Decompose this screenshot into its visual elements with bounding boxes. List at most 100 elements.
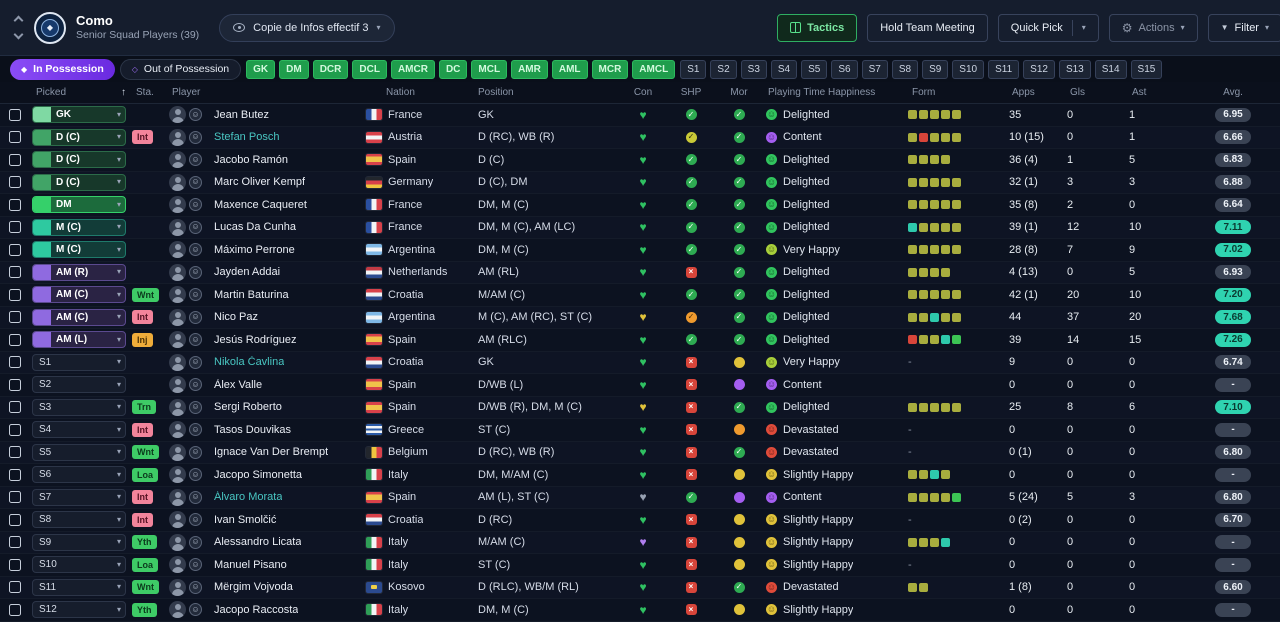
table-row[interactable]: S9 ▾ Yth ☺ Alessandro Licata Italy M/AM (C) ♥ × ☺… <box>0 531 1280 554</box>
column-header-player[interactable]: Player <box>172 87 201 98</box>
position-filter-dcl[interactable]: DCL <box>352 59 387 79</box>
player-name[interactable]: Àlex Valle <box>214 378 263 391</box>
player-name[interactable]: Jacopo Raccosta <box>214 603 299 616</box>
column-header-picked[interactable]: Picked ↑ <box>30 87 130 98</box>
picked-position-dropdown[interactable]: AM (R) ▾ <box>32 263 126 281</box>
table-row[interactable]: M (C) ▾ ☺ Lucas Da Cunha France DM, M (C), AM… <box>0 216 1280 239</box>
chevron-down-icon[interactable]: ▾ <box>1081 22 1086 32</box>
picked-position-dropdown[interactable]: S7 ▾ <box>32 488 126 506</box>
sort-ascending-icon[interactable]: ↑ <box>121 87 126 98</box>
picked-position-dropdown[interactable]: M (C) ▾ <box>32 241 126 259</box>
row-checkbox[interactable] <box>9 603 21 616</box>
slot-filter-s9[interactable]: S9 <box>922 59 949 79</box>
table-row[interactable]: S4 ▾ Int ☺ Tasos Douvikas Greece ST (C) ♥ × ☺ Deva… <box>0 419 1280 442</box>
table-row[interactable]: S12 ▾ Yth ☺ Jacopo Raccosta Italy DM, M (C) ♥ × ☺… <box>0 599 1280 622</box>
player-name[interactable]: Nikola Čavlina <box>214 356 285 369</box>
row-checkbox[interactable] <box>9 266 21 279</box>
row-checkbox[interactable] <box>9 491 21 504</box>
picked-position-dropdown[interactable]: S10 ▾ <box>32 556 126 574</box>
table-row[interactable]: D (C) ▾ ☺ Jacobo Ramón Spain D (C) ♥ ✓ ✓ ☺ Delight… <box>0 149 1280 172</box>
player-name[interactable]: Stefan Posch <box>214 131 280 144</box>
column-header-gls[interactable]: Gls <box>1070 87 1085 98</box>
table-row[interactable]: S5 ▾ Wnt ☺ Ignace Van Der Brempt Belgium D (RC… <box>0 441 1280 464</box>
slot-filter-s15[interactable]: S15 <box>1130 59 1163 79</box>
slot-filter-s7[interactable]: S7 <box>861 59 888 79</box>
picked-position-dropdown[interactable]: S2 ▾ <box>32 376 126 394</box>
player-name[interactable]: Jesús Rodríguez <box>214 333 297 346</box>
column-header-con[interactable]: Con <box>633 87 653 98</box>
column-header-apps[interactable]: Apps <box>1012 87 1035 98</box>
table-row[interactable]: S1 ▾ ☺ Nikola Čavlina Croatia GK ♥ × ☺ Very Happy… <box>0 351 1280 374</box>
row-checkbox[interactable] <box>9 131 21 144</box>
slot-filter-s1[interactable]: S1 <box>680 59 707 79</box>
column-header-nation[interactable]: Nation <box>386 87 415 98</box>
player-name[interactable]: Alessandro Licata <box>214 536 302 549</box>
position-filter-amcr[interactable]: AMCR <box>390 59 435 79</box>
hold-team-meeting-button[interactable]: Hold Team Meeting <box>867 13 988 42</box>
player-name[interactable]: Manuel Pisano <box>214 558 287 571</box>
picked-position-dropdown[interactable]: S1 ▾ <box>32 353 126 371</box>
column-header-ast[interactable]: Ast <box>1132 87 1147 98</box>
player-name[interactable]: Maxence Caqueret <box>214 198 307 211</box>
table-row[interactable]: S7 ▾ Int ☺ Álvaro Morata Spain AM (L), ST (C) ♥… <box>0 486 1280 509</box>
column-header-shp[interactable]: SHP <box>680 87 702 98</box>
table-row[interactable]: AM (C) ▾ Wnt ☺ Martin Baturina Croatia M/AM (C… <box>0 284 1280 307</box>
player-name[interactable]: Mërgim Vojvoda <box>214 581 293 594</box>
position-filter-amr[interactable]: AMR <box>511 59 548 79</box>
position-filter-dm[interactable]: DM <box>279 59 309 79</box>
row-checkbox[interactable] <box>9 401 21 414</box>
row-checkbox[interactable] <box>9 581 21 594</box>
position-filter-dcr[interactable]: DCR <box>312 59 349 79</box>
player-name[interactable]: Tasos Douvikas <box>214 423 292 436</box>
picked-position-dropdown[interactable]: M (C) ▾ <box>32 218 126 236</box>
player-name[interactable]: Ignace Van Der Brempt <box>214 446 329 459</box>
slot-filter-s8[interactable]: S8 <box>891 59 919 79</box>
position-filter-dc[interactable]: DC <box>438 59 468 79</box>
player-name[interactable]: Jayden Addai <box>214 266 281 279</box>
row-checkbox[interactable] <box>9 378 21 391</box>
row-checkbox[interactable] <box>9 558 21 571</box>
position-filter-aml[interactable]: AML <box>551 59 588 79</box>
slot-filter-s12[interactable]: S12 <box>1023 59 1055 79</box>
slot-filter-s11[interactable]: S11 <box>988 59 1020 79</box>
player-name[interactable]: Nico Paz <box>214 311 259 324</box>
table-row[interactable]: AM (C) ▾ Int ☺ Nico Paz Argentina M (C), AM (R… <box>0 306 1280 329</box>
position-filter-gk[interactable]: GK <box>246 59 276 79</box>
row-checkbox[interactable] <box>9 288 21 301</box>
table-row[interactable]: D (C) ▾ Int ☺ Stefan Posch Austria D (RC), WB … <box>0 126 1280 149</box>
picked-position-dropdown[interactable]: S6 ▾ <box>32 466 126 484</box>
slot-filter-s6[interactable]: S6 <box>831 59 858 79</box>
chevron-up-icon[interactable] <box>13 15 23 26</box>
row-checkbox[interactable] <box>9 333 21 346</box>
player-name[interactable]: Marc Oliver Kempf <box>214 176 306 189</box>
row-checkbox[interactable] <box>9 536 21 549</box>
column-header-position[interactable]: Position <box>478 87 514 98</box>
row-checkbox[interactable] <box>9 221 21 234</box>
player-name[interactable]: Máximo Perrone <box>214 243 295 256</box>
row-checkbox[interactable] <box>9 198 21 211</box>
table-row[interactable]: S10 ▾ Loa ☺ Manuel Pisano Italy ST (C) ♥ × ☺ Sligh… <box>0 554 1280 577</box>
player-name[interactable]: Lucas Da Cunha <box>214 221 296 234</box>
player-name[interactable]: Martin Baturina <box>214 288 289 301</box>
row-checkbox[interactable] <box>9 356 21 369</box>
row-checkbox[interactable] <box>9 243 21 256</box>
column-header-mor[interactable]: Mor <box>730 87 748 98</box>
position-filter-mcl[interactable]: MCL <box>471 59 508 79</box>
view-dropdown[interactable]: Copie de Infos effectif 3 ▾ <box>219 13 395 42</box>
slot-filter-s10[interactable]: S10 <box>952 59 985 79</box>
picked-position-dropdown[interactable]: S12 ▾ <box>32 601 126 619</box>
picked-position-dropdown[interactable]: S3 ▾ <box>32 398 126 416</box>
filter-button[interactable]: ▼ Filter ▾ <box>1207 13 1280 42</box>
table-row[interactable]: M (C) ▾ ☺ Máximo Perrone Argentina DM, M (C) ♥… <box>0 239 1280 262</box>
row-checkbox[interactable] <box>9 446 21 459</box>
player-name[interactable]: Álvaro Morata <box>214 491 283 504</box>
player-name[interactable]: Sergi Roberto <box>214 401 282 414</box>
row-checkbox[interactable] <box>9 423 21 436</box>
slot-filter-s13[interactable]: S13 <box>1058 59 1091 79</box>
player-name[interactable]: Jacobo Ramón <box>214 153 288 166</box>
column-header-form[interactable]: Form <box>912 87 936 98</box>
row-checkbox[interactable] <box>9 153 21 166</box>
row-checkbox[interactable] <box>9 513 21 526</box>
row-checkbox[interactable] <box>9 311 21 324</box>
picked-position-dropdown[interactable]: AM (L) ▾ <box>32 331 126 349</box>
